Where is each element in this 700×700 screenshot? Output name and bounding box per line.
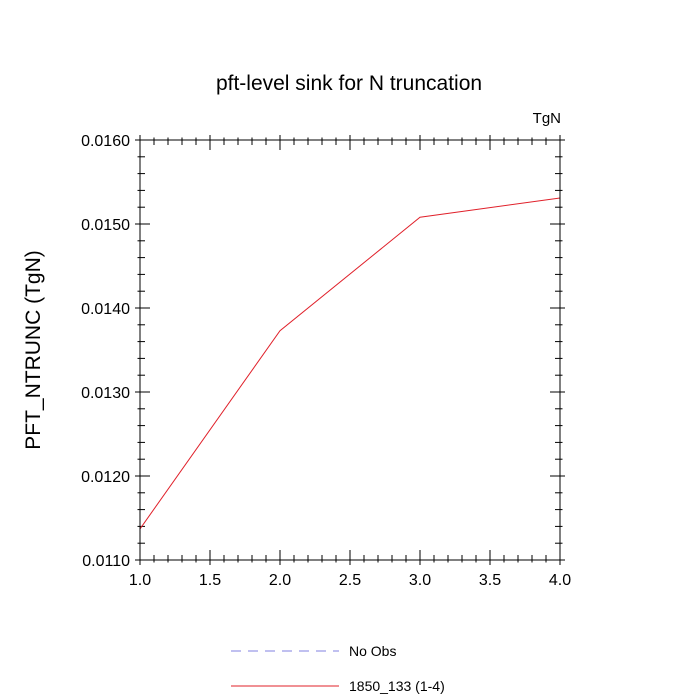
- x-tick-label: 3.5: [479, 572, 501, 589]
- y-tick-label: 0.0120: [81, 469, 130, 486]
- y-tick-label: 0.0140: [81, 301, 130, 318]
- x-tick-label: 2.5: [339, 572, 361, 589]
- y-axis-label: PFT_NTRUNC (TgN): [22, 250, 45, 450]
- x-tick-label: 4.0: [549, 572, 571, 589]
- legend-label: 1850_133 (1-4): [349, 678, 445, 694]
- y-tick-label: 0.0110: [82, 553, 130, 570]
- y-tick-label: 0.0160: [81, 133, 130, 150]
- x-tick-label: 2.0: [269, 572, 291, 589]
- y-tick-label: 0.0150: [81, 217, 130, 234]
- series-line: [139, 197, 561, 530]
- x-tick-label: 1.5: [199, 572, 221, 589]
- axis-ticks: [135, 135, 565, 565]
- y-tick-label: 0.0130: [81, 385, 130, 402]
- tick-labels: 1.0 1.5 2.0 2.5 3.0 3.5 4.0 0.0110 0.0120 0.0130 0…: [81, 133, 571, 589]
- x-tick-label: 3.0: [409, 572, 431, 589]
- chart-title: pft-level sink for N truncation: [216, 72, 482, 95]
- x-tick-label: 1.0: [129, 572, 151, 589]
- legend-label: No Obs: [349, 643, 396, 659]
- series-lines: [139, 197, 561, 530]
- legend: No Obs 1850_133 (1-4): [231, 643, 445, 694]
- units-label: TgN: [533, 110, 561, 127]
- plot-frame: [139, 139, 561, 561]
